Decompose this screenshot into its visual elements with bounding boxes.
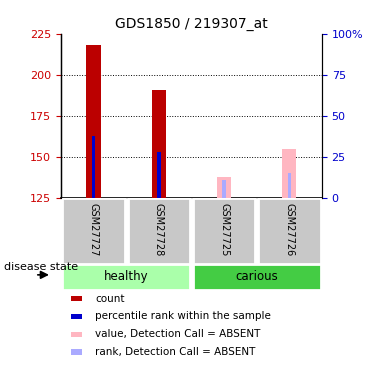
Bar: [71, 296, 81, 302]
Text: percentile rank within the sample: percentile rank within the sample: [95, 312, 271, 321]
Text: value, Detection Call = ABSENT: value, Detection Call = ABSENT: [95, 329, 260, 339]
Text: GSM27726: GSM27726: [284, 202, 294, 256]
Text: count: count: [95, 294, 124, 304]
Bar: [282, 148, 296, 198]
Text: carious: carious: [235, 270, 278, 283]
Text: disease state: disease state: [4, 262, 78, 272]
Bar: [71, 350, 81, 354]
Text: healthy: healthy: [104, 270, 149, 283]
Bar: [71, 314, 81, 319]
Bar: [258, 198, 320, 264]
Bar: [63, 198, 125, 264]
Bar: [87, 45, 101, 198]
Text: rank, Detection Call = ABSENT: rank, Detection Call = ABSENT: [95, 347, 255, 357]
Bar: [63, 264, 190, 290]
Bar: [287, 173, 291, 198]
Bar: [71, 332, 81, 337]
Text: GSM27728: GSM27728: [154, 202, 164, 256]
Text: GSM27725: GSM27725: [219, 202, 229, 256]
Bar: [92, 135, 95, 198]
Bar: [128, 198, 190, 264]
Bar: [222, 180, 226, 198]
Bar: [217, 177, 231, 198]
Bar: [193, 264, 320, 290]
Bar: [157, 152, 161, 198]
Title: GDS1850 / 219307_at: GDS1850 / 219307_at: [115, 17, 268, 32]
Text: GSM27727: GSM27727: [89, 202, 99, 256]
Bar: [152, 90, 166, 198]
Bar: [193, 198, 255, 264]
